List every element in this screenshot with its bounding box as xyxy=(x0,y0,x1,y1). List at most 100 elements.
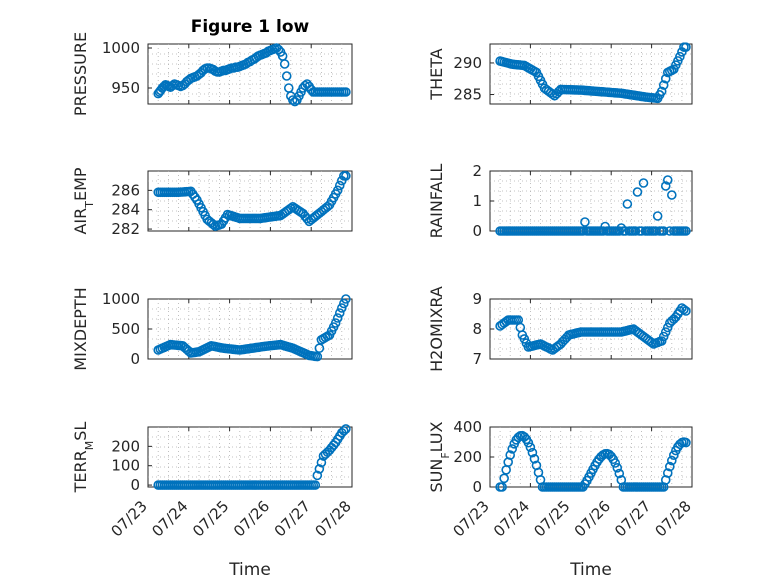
data-point xyxy=(332,185,343,196)
data-point xyxy=(341,87,351,97)
y-axis-label: AIRTEMP xyxy=(71,167,96,234)
data-point xyxy=(681,42,691,52)
x-tick-label: 07/25 xyxy=(189,497,232,540)
data-point xyxy=(505,450,516,460)
data-point xyxy=(666,190,677,200)
data-point xyxy=(638,178,649,188)
data-point xyxy=(656,336,667,346)
data-point xyxy=(314,464,325,474)
y-tick-label: 1 xyxy=(472,192,482,210)
data-point xyxy=(614,468,625,479)
y-tick-label: 0 xyxy=(130,476,140,494)
subplot-rainfall: 0 1 2 RAINFALL xyxy=(427,162,693,240)
y-tick-label: 8 xyxy=(472,320,482,338)
data-point xyxy=(281,71,292,81)
axes-box xyxy=(147,426,353,488)
x-tick-label: 07/26 xyxy=(571,497,614,540)
data-point xyxy=(632,187,643,197)
data-point xyxy=(660,73,671,84)
data-point xyxy=(630,226,641,236)
chart-title: Figure 1 low xyxy=(191,17,310,37)
data-point xyxy=(499,473,509,484)
y-tick-label: 9 xyxy=(472,290,482,308)
data-point xyxy=(656,86,667,97)
data-point xyxy=(580,217,590,227)
data-point xyxy=(660,327,671,337)
data-point xyxy=(341,171,351,181)
data-point xyxy=(332,313,343,323)
data-point xyxy=(675,51,685,62)
data-point xyxy=(662,322,673,333)
y-axis-label: SUNFLUX xyxy=(427,421,452,492)
data-point xyxy=(310,480,321,490)
data-point xyxy=(652,211,663,221)
y-tick-label: 1000 xyxy=(102,39,140,57)
y-tick-label: 950 xyxy=(111,79,140,97)
y-tick-label: 200 xyxy=(453,448,482,466)
x-tick-label: 07/27 xyxy=(611,497,654,540)
y-tick-label: 7 xyxy=(472,350,482,368)
data-point xyxy=(336,303,347,313)
x-tick-label: 07/26 xyxy=(230,497,273,540)
data-point xyxy=(312,351,323,362)
x-tick-label: 07/28 xyxy=(312,497,355,540)
x-tick-label: 07/25 xyxy=(530,497,573,540)
subplot-mixdepth: 0 500 1000 MIXDEPTH xyxy=(71,287,353,371)
y-tick-label: 0 xyxy=(472,478,482,496)
axes-box xyxy=(147,170,353,232)
y-tick-label: 286 xyxy=(111,181,140,199)
y-axis-label: PRESSURE xyxy=(71,32,90,116)
subplot-pressure: 950 1000 PRESSURE xyxy=(71,32,353,116)
data-point xyxy=(610,458,621,468)
data-point xyxy=(660,181,671,191)
data-point xyxy=(669,450,679,461)
data-point xyxy=(341,294,351,304)
data-point xyxy=(497,482,507,492)
data-point xyxy=(523,437,534,448)
data-point xyxy=(314,343,325,354)
data-point xyxy=(681,306,691,316)
data-point xyxy=(681,226,691,236)
data-point xyxy=(507,444,518,454)
y-tick-label: 285 xyxy=(453,86,482,104)
subplot-h2omixra: 7 8 9 H2OMIXRA xyxy=(427,286,693,372)
y-tick-label: 0 xyxy=(472,222,482,240)
y-tick-label: 284 xyxy=(111,201,140,219)
y-tick-label: 2 xyxy=(472,162,482,180)
x-axis-label: Time xyxy=(569,560,612,580)
data-point xyxy=(658,80,669,90)
y-tick-label: 0 xyxy=(130,350,140,368)
data-point xyxy=(334,180,345,191)
y-tick-label: 200 xyxy=(111,437,140,455)
data-point xyxy=(527,447,538,458)
x-tick-label: 07/23 xyxy=(450,497,493,540)
y-tick-label: 1000 xyxy=(102,290,140,308)
data-point xyxy=(339,426,349,436)
y-axis-label: MIXDEPTH xyxy=(71,287,90,370)
data-point xyxy=(679,304,689,315)
y-tick-label: 282 xyxy=(111,220,140,238)
y-tick-label: 400 xyxy=(453,418,482,436)
x-axis-label: Time xyxy=(228,560,271,580)
data-point xyxy=(330,318,341,328)
data-point xyxy=(529,453,540,464)
x-tick-label: 07/27 xyxy=(271,497,314,540)
data-point xyxy=(341,424,351,434)
data-point xyxy=(285,203,296,214)
x-tick-label: 07/23 xyxy=(108,497,151,540)
data-point xyxy=(666,455,677,466)
data-point xyxy=(681,437,691,448)
data-point xyxy=(622,199,633,209)
data-point xyxy=(662,175,673,185)
y-axis-label: RAINFALL xyxy=(427,164,446,239)
data-point xyxy=(664,461,675,472)
data-point xyxy=(316,457,327,468)
data-point xyxy=(339,298,349,309)
data-point xyxy=(525,442,536,453)
data-point xyxy=(334,308,345,318)
y-axis-label: H2OMIXRA xyxy=(427,286,446,372)
